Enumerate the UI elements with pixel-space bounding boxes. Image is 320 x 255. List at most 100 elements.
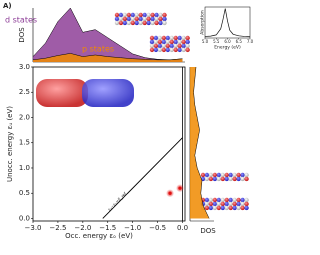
atom	[185, 35, 190, 41]
x-tick-label: 5.0	[202, 39, 209, 44]
atom	[181, 35, 186, 41]
atom	[153, 43, 159, 49]
atom	[208, 201, 214, 207]
atom	[244, 201, 249, 207]
atom	[204, 172, 210, 178]
atom	[208, 197, 214, 203]
atom	[240, 176, 245, 182]
atom	[212, 172, 218, 178]
atom	[134, 16, 139, 22]
atom	[126, 20, 132, 26]
x-axis-label: Occ. energy εₒ (eV)	[65, 232, 133, 240]
atom	[142, 16, 147, 22]
atom	[114, 20, 120, 26]
atom	[158, 20, 163, 26]
y-tick-label: 2.0	[19, 113, 30, 121]
inset-frame	[204, 6, 251, 39]
atom	[236, 197, 241, 203]
y-tick-label: 1.0	[19, 164, 30, 172]
area-fill	[33, 8, 183, 62]
area-fill	[33, 53, 183, 62]
atom	[146, 16, 151, 22]
atom	[200, 172, 206, 178]
atom	[161, 35, 167, 41]
atom	[134, 12, 139, 18]
atom	[173, 39, 178, 45]
atom	[204, 176, 210, 182]
point-core	[178, 186, 182, 190]
panel-label: A)	[3, 2, 12, 10]
atom	[173, 35, 178, 41]
atom	[126, 16, 132, 22]
molecule-images	[36, 12, 249, 211]
atom	[150, 16, 155, 22]
y-tick-label: 2.5	[19, 88, 30, 96]
atom	[162, 12, 167, 18]
atom	[154, 16, 159, 22]
plot-frame	[32, 66, 186, 222]
atom	[149, 43, 155, 49]
atom	[216, 197, 222, 203]
atom	[240, 172, 245, 178]
atom	[154, 20, 159, 26]
atom	[165, 39, 171, 45]
atom	[122, 16, 128, 22]
atom	[208, 205, 214, 211]
atom	[220, 201, 225, 207]
x-tick-label: 6.0	[224, 39, 231, 44]
atom	[169, 43, 174, 49]
atom	[138, 12, 143, 18]
atom	[185, 47, 190, 53]
atom	[134, 20, 139, 26]
atom	[154, 12, 159, 18]
atom	[173, 43, 178, 49]
atom	[204, 205, 210, 211]
atom	[216, 205, 222, 211]
x-tick-label: 0.0	[177, 224, 188, 232]
reference-line	[102, 137, 183, 219]
atom	[240, 205, 245, 211]
atom	[244, 172, 249, 178]
atom	[153, 35, 159, 41]
atom	[130, 16, 136, 22]
atom	[146, 12, 151, 18]
orbital-blob	[36, 79, 88, 107]
atom	[149, 39, 155, 45]
atom	[236, 205, 241, 211]
atom	[204, 201, 210, 207]
atom	[208, 176, 214, 182]
atom	[158, 12, 163, 18]
atom	[236, 176, 241, 182]
atom	[157, 47, 163, 53]
atom	[157, 43, 163, 49]
atom	[153, 39, 159, 45]
dos-line	[32, 7, 183, 61]
atom	[177, 43, 182, 49]
atom	[157, 35, 163, 41]
atom	[240, 201, 245, 207]
x-tick-label: −3.0	[25, 224, 42, 232]
atom	[177, 35, 182, 41]
x-tick-label: 6.5	[236, 39, 243, 44]
atom	[149, 35, 155, 41]
atom	[232, 172, 237, 178]
atom	[208, 172, 214, 178]
atom	[165, 43, 171, 49]
atom	[216, 201, 222, 207]
atom	[181, 43, 186, 49]
atom	[118, 12, 124, 18]
x-axis-label: DOS	[200, 227, 216, 235]
reference-label: εᵤ−εₒ=E_ref	[107, 191, 128, 212]
atom	[161, 47, 167, 53]
x-tick-label: −2.5	[49, 224, 66, 232]
atom	[165, 47, 171, 53]
atom	[149, 47, 155, 53]
atom	[224, 201, 229, 207]
atom	[224, 176, 229, 182]
atom	[236, 172, 241, 178]
legend-label: p states	[82, 45, 114, 54]
y-axis-label: DOS	[18, 27, 26, 43]
atom	[216, 176, 222, 182]
atom	[169, 35, 174, 41]
atom	[142, 12, 147, 18]
